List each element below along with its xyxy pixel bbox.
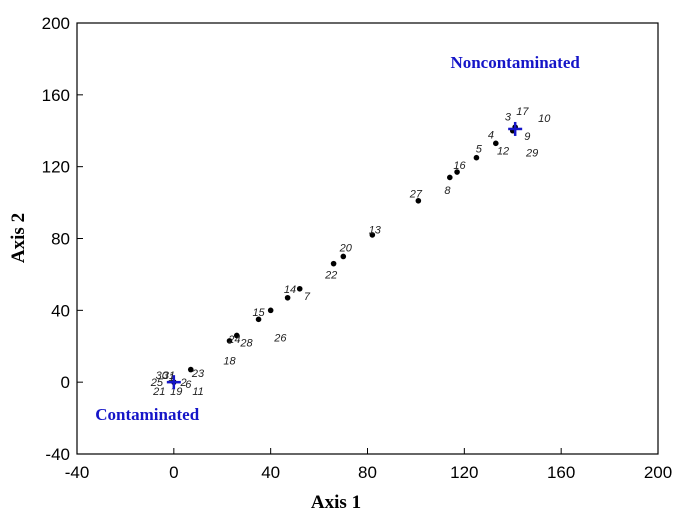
data-point	[226, 338, 233, 344]
point-label: 31	[163, 370, 175, 382]
point-label: 3	[505, 111, 512, 123]
point-label: 12	[497, 146, 509, 158]
x-tick-label: 200	[644, 463, 672, 482]
data-point	[284, 294, 291, 301]
y-tick-label: 40	[51, 301, 70, 320]
data-point	[296, 285, 303, 292]
point-label: 16	[453, 160, 466, 172]
y-tick-label: 80	[51, 230, 70, 249]
data-point	[233, 332, 240, 339]
x-axis-title: Axis 1	[311, 492, 361, 512]
point-label: 20	[339, 242, 353, 254]
y-tick-label: -40	[45, 445, 70, 464]
point-label: 5	[476, 144, 483, 156]
point-label: 21	[152, 386, 165, 398]
y-tick-label: 160	[42, 86, 70, 105]
y-tick-label: 200	[42, 14, 70, 33]
y-axis-ticks: -40 0 40 80 120 160 200	[42, 14, 83, 464]
data-point	[340, 253, 347, 260]
point-label: 7	[304, 291, 311, 303]
y-tick-label: 120	[42, 158, 70, 177]
point-label: 28	[239, 338, 253, 350]
group-label: Contaminated	[95, 405, 199, 424]
point-label: 26	[273, 332, 287, 344]
point-label: 11	[192, 386, 203, 398]
data-point	[369, 232, 376, 238]
data-points	[171, 124, 518, 385]
point-label: 4	[488, 129, 494, 141]
x-tick-label: 120	[450, 463, 478, 482]
y-axis-title: Axis 2	[8, 213, 29, 263]
point-label: 24	[227, 334, 240, 346]
point-label: 30	[156, 370, 169, 382]
point-label: 25	[150, 377, 164, 389]
x-tick-label: 80	[358, 463, 377, 482]
point-label: 23	[191, 368, 205, 380]
x-axis-ticks: -40 0 40 80 120 160 200	[65, 448, 672, 482]
point-label: 22	[324, 269, 337, 281]
x-tick-label: 0	[169, 463, 178, 482]
point-label: 9	[524, 131, 530, 143]
y-tick-label: 0	[61, 373, 70, 392]
group-centroids: Contaminated Noncontaminated	[95, 53, 580, 424]
point-label: 10	[538, 113, 551, 125]
point-label: 17	[516, 106, 529, 118]
x-tick-label: -40	[65, 463, 90, 482]
data-point	[454, 169, 460, 175]
point-label: 2	[179, 377, 186, 389]
point-label: 6	[185, 379, 192, 391]
group-label: Noncontaminated	[450, 53, 580, 72]
point-label: 8	[444, 185, 451, 197]
data-point	[473, 154, 480, 161]
x-tick-label: 160	[547, 463, 575, 482]
point-label: 18	[223, 356, 236, 368]
data-point	[415, 197, 422, 204]
data-point	[330, 260, 337, 267]
point-label: 1	[168, 372, 174, 384]
data-point	[267, 307, 274, 314]
data-point	[447, 174, 453, 181]
data-point	[187, 366, 194, 373]
point-label: 27	[409, 189, 423, 201]
data-point	[255, 316, 262, 323]
x-tick-label: 40	[261, 463, 280, 482]
data-point	[493, 140, 499, 147]
point-label: 15	[252, 307, 265, 319]
point-label: 14	[284, 284, 296, 296]
point-label: 29	[525, 147, 538, 159]
point-label: 19	[170, 386, 182, 398]
point-label: 13	[369, 225, 382, 237]
